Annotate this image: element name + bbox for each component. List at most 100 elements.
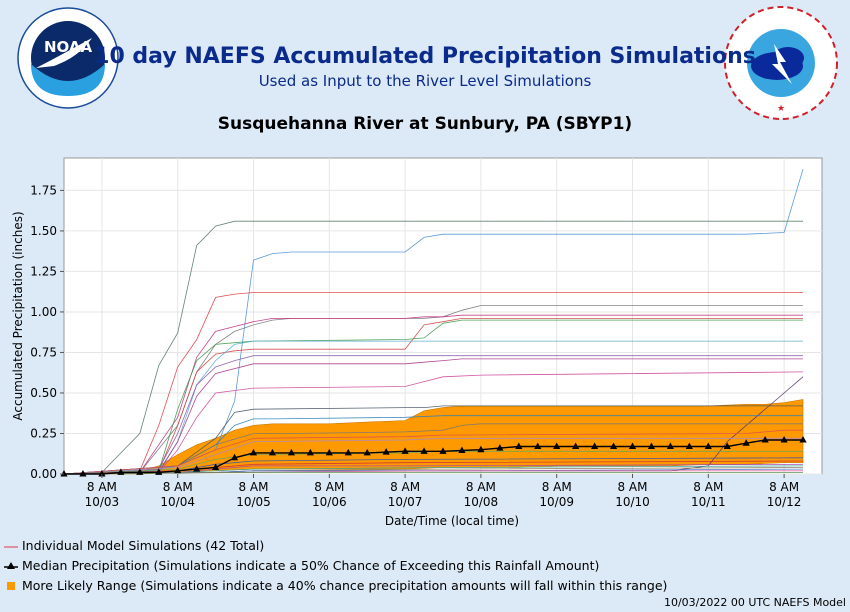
median-marker (98, 470, 106, 477)
median-marker (477, 445, 485, 453)
member-simulation-line (63, 358, 803, 475)
median-marker (609, 442, 618, 449)
x-tick-label-time: 8 AM (87, 480, 117, 494)
x-tick-label-time: 8 AM (466, 480, 496, 494)
member-simulation-line (63, 220, 803, 475)
member-simulation-line (63, 423, 803, 475)
y-tick-label: 0.50 (30, 386, 57, 400)
median-marker (458, 446, 466, 454)
median-marker (666, 442, 674, 449)
member-simulation-line (63, 429, 803, 475)
noaa-logo: NOAA (17, 7, 119, 109)
page-title: 10 day NAEFS Accumulated Precipitation S… (94, 44, 756, 69)
noaa-logo-text: NOAA (44, 38, 93, 56)
member-simulation-line (63, 317, 803, 475)
median-marker (685, 442, 693, 449)
median-marker (79, 470, 87, 477)
precip-chart: 0.000.250.500.751.001.251.501.758 AM10/0… (11, 157, 823, 528)
median-marker (704, 442, 712, 449)
member-simulation-line (63, 355, 803, 475)
median-marker (439, 447, 447, 454)
legend-individual-label: Individual Model Simulations (42 Total) (22, 538, 265, 553)
chart-marks (60, 169, 807, 477)
median-marker (287, 448, 295, 456)
x-tick-label-date: 10/06 (312, 495, 347, 509)
median-marker (268, 448, 277, 456)
y-tick-label: 0.00 (30, 467, 57, 481)
median-marker (628, 442, 637, 449)
median-marker (212, 463, 220, 471)
x-tick-label-time: 8 AM (238, 480, 268, 494)
median-marker (344, 448, 352, 456)
y-tick-label: 1.00 (30, 305, 57, 319)
x-tick-label-date: 10/12 (767, 495, 802, 509)
median-marker (534, 442, 542, 449)
legend-individual-swatch (4, 539, 18, 554)
member-simulation-line (63, 371, 804, 475)
x-tick-label-date: 10/04 (160, 495, 195, 509)
member-simulation-line (63, 292, 803, 475)
legend-median-label: Median Precipitation (Simulations indica… (22, 558, 600, 573)
x-tick-label-date: 10/09 (539, 495, 574, 509)
x-tick-label-time: 8 AM (390, 480, 420, 494)
x-tick-label-date: 10/08 (464, 495, 499, 509)
legend-individual: Individual Model Simulations (42 Total) (4, 538, 264, 554)
median-marker (742, 439, 750, 446)
model-run-footer: 10/03/2022 00 UTC NAEFS Model (663, 596, 846, 609)
y-tick-label: 1.25 (30, 264, 57, 278)
nws-star: ★ (777, 104, 785, 114)
station-name: Susquehanna River at Sunbury, PA (SBYP1) (217, 114, 633, 134)
axes: 0.000.250.500.751.001.251.501.758 AM10/0… (30, 183, 801, 509)
legend-range-swatch (4, 579, 18, 594)
y-tick-label: 0.75 (30, 345, 57, 359)
median-marker (799, 435, 807, 443)
median-marker (401, 447, 409, 454)
x-tick-label-date: 10/03 (85, 495, 120, 509)
x-tick-label-date: 10/11 (691, 495, 726, 509)
grid (64, 158, 822, 475)
y-tick-label: 1.75 (30, 183, 57, 197)
y-tick-label: 0.25 (30, 426, 57, 440)
median-line (64, 439, 803, 475)
median-marker (363, 448, 371, 456)
member-simulation-line (63, 405, 803, 475)
x-tick-label-time: 8 AM (542, 480, 572, 494)
median-marker (591, 442, 599, 449)
median-marker (496, 444, 504, 451)
nws-logo: ★ (724, 6, 838, 120)
median-marker (306, 448, 314, 456)
x-tick-label-time: 8 AM (314, 480, 344, 494)
member-simulation-line (63, 319, 803, 475)
median-marker (761, 435, 769, 443)
median-marker (249, 448, 258, 456)
median-marker (117, 468, 125, 475)
x-tick-label-time: 8 AM (769, 480, 799, 494)
legend-median: Median Precipitation (Simulations indica… (4, 558, 599, 574)
median-marker (515, 442, 523, 449)
x-tick-label-date: 10/07 (388, 495, 423, 509)
median-marker (230, 453, 239, 461)
median-marker (155, 468, 163, 475)
legend-median-swatch (4, 559, 18, 574)
page-subtitle: Used as Input to the River Level Simulat… (258, 72, 592, 90)
median-marker (174, 466, 182, 474)
legend-range-label: More Likely Range (Simulations indicate … (22, 578, 668, 593)
x-tick-label-time: 8 AM (693, 480, 723, 494)
y-axis-label: Accumulated Precipitation (inches) (11, 211, 25, 420)
median-marker (572, 442, 580, 449)
median-marker (60, 470, 68, 477)
legend-range: More Likely Range (Simulations indicate … (4, 578, 667, 594)
y-tick-label: 1.50 (30, 224, 57, 238)
member-simulation-line (63, 340, 803, 475)
median-marker (723, 442, 731, 449)
median-marker (325, 448, 333, 456)
member-simulation-line (63, 314, 803, 475)
x-axis-label: Date/Time (local time) (385, 514, 519, 528)
median-marker (780, 435, 788, 443)
median-marker (420, 447, 428, 454)
median-marker (382, 448, 390, 455)
x-tick-label-date: 10/10 (615, 495, 650, 509)
member-simulation-line (63, 471, 803, 475)
median-marker (553, 442, 561, 449)
x-tick-label-time: 8 AM (163, 480, 193, 494)
